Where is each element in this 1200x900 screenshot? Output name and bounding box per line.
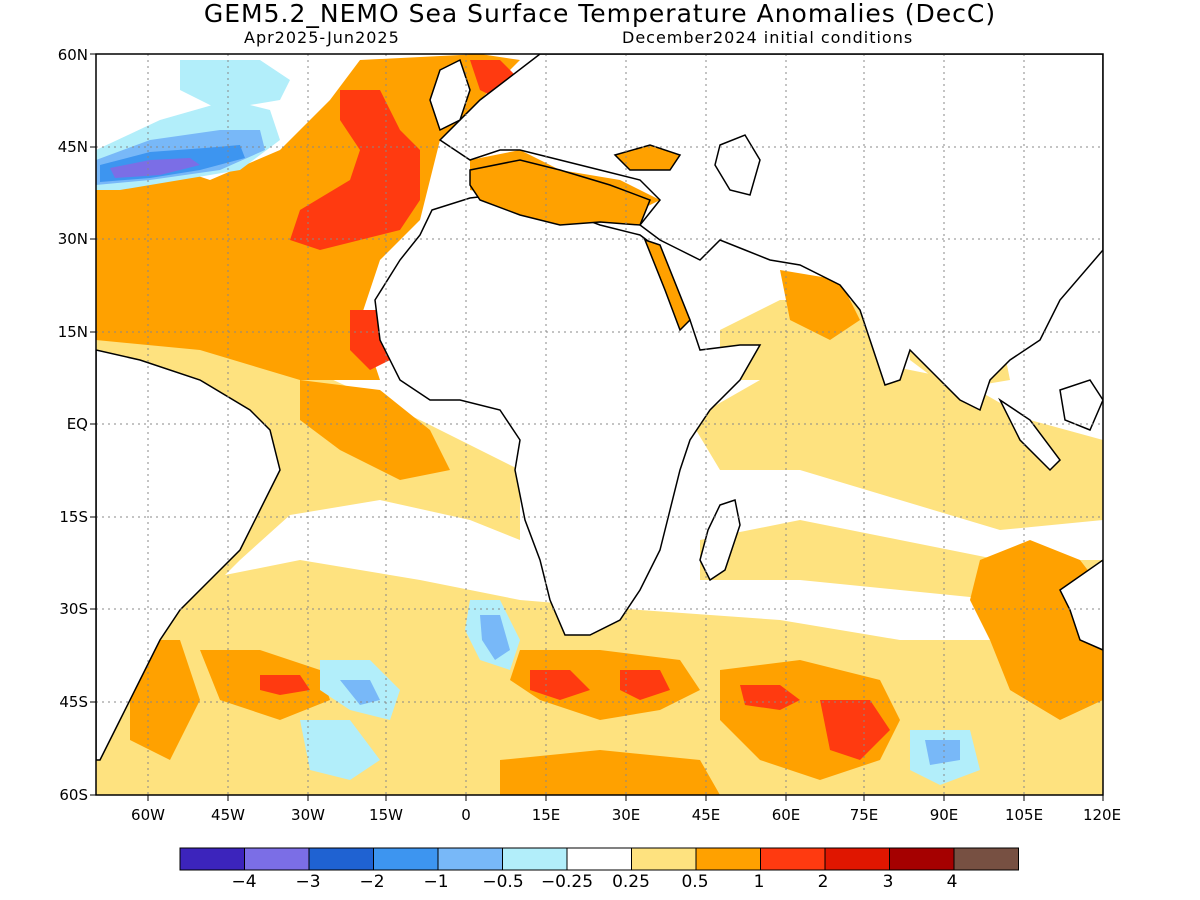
caspian-sea bbox=[714, 134, 761, 196]
y-tick-label: 45S bbox=[59, 693, 88, 711]
colorbar-swatch bbox=[760, 847, 826, 871]
south-america-outline bbox=[96, 349, 281, 761]
x-tick-label: 15W bbox=[369, 806, 403, 824]
axis-ticks bbox=[90, 53, 1104, 801]
sumatra-outline bbox=[998, 397, 1061, 472]
madagascar-outline bbox=[699, 499, 741, 582]
forecast-period: Apr2025-Jun2025 bbox=[244, 28, 400, 47]
x-tick-label: 0 bbox=[461, 806, 471, 824]
colorbar-swatch bbox=[824, 847, 890, 871]
y-tick-label: 30N bbox=[57, 230, 88, 248]
colorbar-swatch bbox=[308, 847, 374, 871]
colorbar-swatch bbox=[695, 847, 761, 871]
colorbar-label: −2 bbox=[359, 872, 385, 892]
colorbar-swatch bbox=[889, 847, 955, 871]
british-isles-outline bbox=[429, 58, 471, 132]
colorbar-label: −4 bbox=[231, 872, 257, 892]
land-masses bbox=[96, 54, 1103, 761]
colorbar-label: −1 bbox=[423, 872, 449, 892]
x-tick-label: 30E bbox=[611, 806, 641, 824]
chart-title: GEM5.2_NEMO Sea Surface Temperature Anom… bbox=[203, 0, 997, 28]
colorbar-swatch bbox=[244, 847, 310, 871]
x-tick-label: 105E bbox=[1004, 806, 1044, 824]
x-tick-label: 15E bbox=[531, 806, 561, 824]
y-tick-label: 60S bbox=[59, 786, 88, 804]
colorbar-label: −0.5 bbox=[482, 872, 524, 892]
anomaly-field bbox=[96, 54, 1103, 795]
y-tick-label: 45N bbox=[57, 138, 88, 156]
colorbar-label: 0.5 bbox=[681, 872, 709, 892]
x-tick-label: 45E bbox=[691, 806, 721, 824]
colorbar-label: 2 bbox=[817, 872, 829, 892]
x-tick-label: 90E bbox=[929, 806, 959, 824]
anomaly-region-minus-2-minus-3 bbox=[110, 158, 200, 178]
borneo-outline bbox=[1059, 379, 1103, 431]
y-tick-label: EQ bbox=[66, 415, 88, 433]
colorbar-swatch bbox=[953, 847, 1019, 871]
y-tick-label: 30S bbox=[59, 600, 88, 618]
x-tick-label: 60W bbox=[131, 806, 165, 824]
mediterranean-sea bbox=[469, 159, 651, 226]
red-sea-gap bbox=[643, 238, 691, 332]
colorbar-label: 0.25 bbox=[612, 872, 650, 892]
colorbar-swatch bbox=[502, 847, 568, 871]
x-tick-label: 75E bbox=[849, 806, 879, 824]
australia-outline bbox=[1059, 559, 1103, 651]
colorbar-swatch bbox=[566, 847, 632, 871]
colorbar-label: −0.25 bbox=[540, 872, 594, 892]
black-sea bbox=[613, 144, 682, 171]
colorbar-swatch bbox=[179, 847, 245, 871]
eurasia-outline bbox=[438, 54, 1103, 412]
colorbar-swatch bbox=[437, 847, 503, 871]
y-tick-label: 60N bbox=[57, 46, 88, 64]
y-tick-label: 15S bbox=[59, 508, 88, 526]
colorbar-swatch bbox=[373, 847, 439, 871]
colorbar-label: 3 bbox=[882, 872, 894, 892]
x-tick-label: 45W bbox=[211, 806, 245, 824]
colorbar bbox=[179, 847, 1019, 871]
colorbar-label: 1 bbox=[753, 872, 765, 892]
x-tick-label: 30W bbox=[291, 806, 325, 824]
y-tick-label: 15N bbox=[57, 323, 88, 341]
colorbar-swatch bbox=[631, 847, 697, 871]
colorbar-label: 4 bbox=[946, 872, 958, 892]
initial-conditions: December2024 initial conditions bbox=[622, 28, 914, 47]
x-tick-label: 60E bbox=[771, 806, 801, 824]
colorbar-label: −3 bbox=[295, 872, 321, 892]
x-tick-label: 120E bbox=[1082, 806, 1122, 824]
